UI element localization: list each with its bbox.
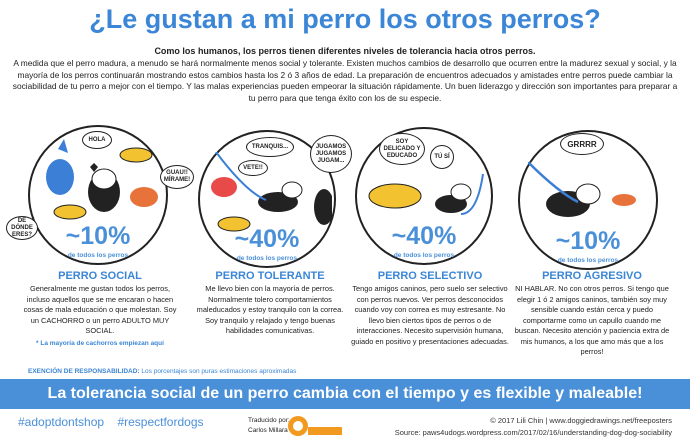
thought-bubble: GRRRR [560, 133, 604, 155]
speech-bubble: TÚ SÍ [430, 145, 454, 169]
hashtags: #adoptdontshop #respectfordogs [18, 415, 214, 429]
percent-value: ~40% [234, 225, 300, 253]
speech-bubble: JUGAMOS JUGAMOS JUGAM... [310, 135, 352, 173]
dog-illustration-icon [211, 152, 332, 232]
selective-dog-section: PERRO SELECTIVO Tengo amigos caninos, pe… [350, 270, 510, 347]
section-text: NI HABLAR. No con otros perros. Si tengo… [514, 284, 670, 356]
social-dog-section: PERRO SOCIAL Generalmente me gustan todo… [20, 270, 180, 347]
translator-name: Carlos Millara [248, 427, 288, 434]
percent-caption: de todos los perros [67, 252, 129, 259]
tolerant-dog-section: PERRO TOLERANTE Me llevo bien con la may… [190, 270, 350, 337]
section-text: Me llevo bien con la mayoría de perros. … [196, 284, 344, 335]
dog-illustration-icon [46, 139, 158, 220]
hashtag[interactable]: #respectfordogs [117, 415, 204, 429]
translator-label: Traducido por: [248, 417, 290, 424]
percent-caption: de todos los perros [393, 252, 455, 259]
disclaimer-label: EXENCIÓN DE RESPONSABILIDAD: [28, 368, 140, 375]
disclaimer: EXENCIÓN DE RESPONSABILIDAD: Los porcent… [28, 368, 296, 375]
dog-illustration-icon [528, 162, 636, 217]
section-text: Tengo amigos caninos, pero suelo ser sel… [351, 284, 509, 346]
copyright: © 2017 Lili Chin | www.doggiedrawings.ne… [490, 416, 672, 425]
percent-value: ~10% [555, 227, 621, 255]
disclaimer-text: Los porcentajes son puras estimaciones a… [139, 368, 297, 375]
percent-caption: de todos los perros [557, 257, 619, 264]
speech-bubble: SOY DELICADO Y EDUCADO [379, 133, 425, 165]
credits: © 2017 Lili Chin | www.doggiedrawings.ne… [395, 415, 672, 439]
aggressive-dog-section: PERRO AGRESIVO NI HABLAR. No con otros p… [512, 270, 672, 358]
percent-caption: de todos los perros [236, 255, 298, 262]
section-title: PERRO SELECTIVO [377, 270, 483, 282]
percent-value: ~40% [391, 222, 457, 250]
lead-text: Como los humanos, los perros tienen dife… [154, 46, 536, 56]
speech-bubble: VETE!! [238, 160, 268, 176]
intro-text: A medida que el perro madura, a menudo s… [12, 58, 678, 103]
section-title: PERRO TOLERANTE [215, 270, 325, 282]
section-title: PERRO SOCIAL [58, 270, 142, 282]
speech-bubble: DE DÓNDE ERES? [6, 216, 38, 240]
speech-bubble: HOLA [82, 131, 112, 149]
dog-illustration-icon [368, 174, 484, 215]
speech-bubble: GUAU!! MÍRAME! [160, 165, 194, 189]
section-title: PERRO AGRESIVO [542, 270, 642, 282]
summary-banner: La tolerancia social de un perro cambia … [0, 379, 690, 409]
page-title: ¿Le gustan a mi perro los otros perros? [89, 4, 601, 34]
percent-value: ~10% [65, 222, 131, 250]
section-text: Generalmente me gustan todos los perros,… [23, 284, 177, 335]
speech-bubble: TRANQUIS... [246, 137, 294, 157]
puppy-note: * La mayoría de cachorros empiezan aquí [36, 339, 164, 347]
source-link[interactable]: Source: paws4udogs.wordpress.com/2017/02… [394, 428, 672, 437]
hashtag[interactable]: #adoptdontshop [18, 415, 105, 429]
cannicos-logo-icon [288, 416, 342, 436]
translator-credit: Traducido por: Carlos Millara [248, 416, 290, 436]
